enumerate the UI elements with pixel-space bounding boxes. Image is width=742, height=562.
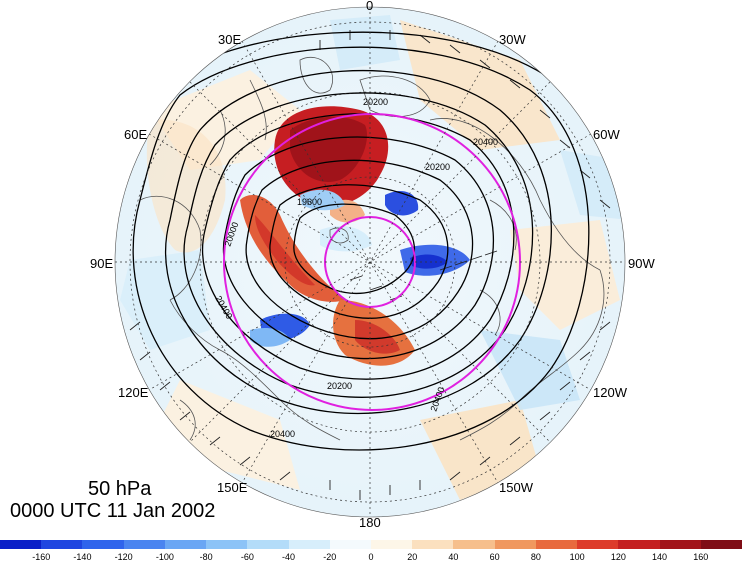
lon-label-150e: 150E [217,480,248,495]
colorbar-swatch [247,540,290,549]
colorbar-tick-label: 0 [368,552,374,562]
colorbar-swatch [371,540,413,549]
lon-label-60e: 60E [124,127,148,142]
contour-label: 20200 [363,97,388,107]
colorbar-swatch [288,540,331,549]
lon-label-120w: 120W [593,385,627,400]
colorbar-swatch [494,540,537,549]
colorbar-tick-label: -40 [282,552,296,562]
map-border [114,6,626,518]
contour-label: 20200 [425,162,450,172]
height-contours [132,31,590,451]
colorbar-tick-label: -140 [73,552,92,562]
colorbar-tick-label: -160 [32,552,51,562]
lon-label-0: 0 [366,0,374,13]
colorbar-tick-label: -60 [240,552,254,562]
colorbar-tick-label: 20 [407,552,418,562]
colorbar-swatch [453,540,496,549]
colorbar-tick-label: -120 [114,552,133,562]
colorbar-swatch [0,540,42,549]
contour-label: 20400 [270,429,295,439]
colorbar-swatch [618,540,661,549]
lon-label-30e: 30E [218,32,242,47]
colorbar-tick-label: -100 [155,552,174,562]
colorbar: -160 -140 -120 -100 -80 -60 -40 -20 0 20 40 60 80 100… [0,540,742,562]
polar-map: 20400 20200 20000 19600 20200 20400 2040… [114,6,626,518]
lon-label-90e: 90E [90,256,114,271]
colorbar-swatch [577,540,619,549]
colorbar-tick-label: -80 [199,552,213,562]
colorbar-swatch [82,540,125,549]
valid-time-label: 0000 UTC 11 Jan 2002 [10,500,216,522]
lon-label-180: 180 [359,515,381,530]
contour-label: 20400 [473,137,498,147]
colorbar-tick-label: 80 [530,552,541,562]
colorbar-swatch [206,540,248,549]
contour-label: 20200 [327,381,352,391]
lon-label-60w: 60W [593,127,620,142]
colorbar-swatch [164,540,207,549]
colorbar-tick-label: 60 [489,552,500,562]
colorbar-swatch [123,540,166,549]
colorbar-tick-label: 100 [569,552,585,562]
lon-label-90w: 90W [628,256,655,271]
colorbar-tick-label: 40 [448,552,459,562]
colorbar-tick-label: 160 [693,552,709,562]
colorbar-swatch [41,540,83,549]
graticule [115,7,625,517]
lon-label-120e: 120E [118,385,149,400]
colorbar-tick-label: 140 [652,552,668,562]
colorbar-swatch [659,540,702,549]
colorbar-tick-label: 120 [610,552,626,562]
colorbar-swatch [329,540,372,549]
colorbar-swatch [535,540,578,549]
colorbar-swatch [700,540,742,549]
pressure-level-label: 50 hPa [88,478,152,500]
colorbar-swatch [412,540,454,549]
contour-label: 19600 [297,197,322,207]
lon-label-30w: 30W [499,32,526,47]
lon-label-150w: 150W [499,480,533,495]
colorbar-tick-label: -20 [323,552,337,562]
